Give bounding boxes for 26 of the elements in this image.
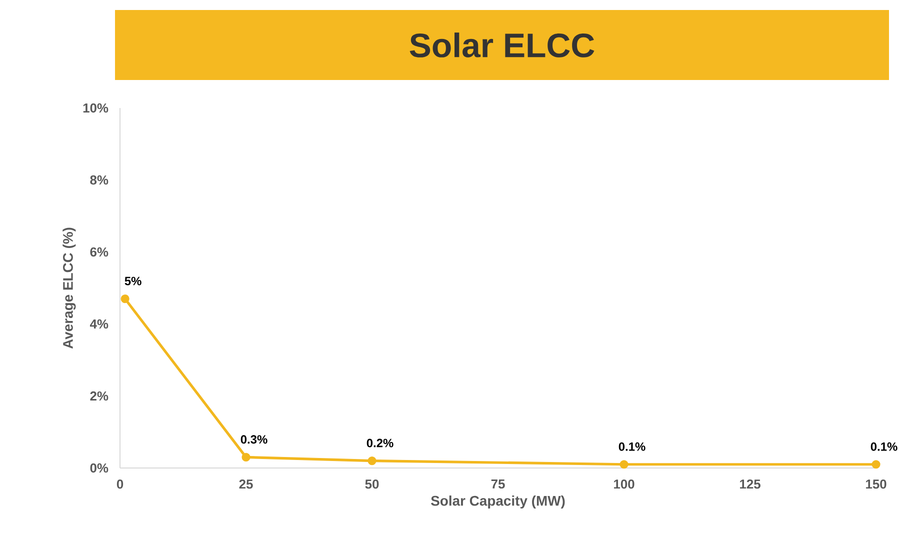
point: [368, 456, 376, 466]
point: [242, 452, 250, 462]
point: [620, 460, 628, 469]
y-tick-label: 8%: [90, 175, 108, 185]
data-label: 0.1%: [618, 442, 646, 451]
y-tick-label: 6%: [90, 247, 108, 257]
chart-title: Solar ELCC: [410, 32, 594, 58]
data-label: 0.3%: [240, 435, 268, 444]
y-axis-title: Average ELCC (%): [62, 228, 76, 349]
x-tick-label: 125: [740, 480, 760, 489]
x-axis-title: Solar Capacity (MW): [430, 496, 565, 509]
point: [872, 460, 880, 469]
y-tick-label: 2%: [90, 391, 108, 401]
point: [120, 294, 130, 304]
x-tick-label: 0: [116, 480, 124, 489]
data-label: 5%: [124, 276, 142, 286]
x-tick-label: 25: [239, 480, 253, 489]
x-tick-label: 150: [866, 480, 886, 489]
data-label: 0.2%: [366, 438, 394, 448]
y-tick-label: 0%: [90, 463, 108, 473]
data-label: 0.1%: [870, 442, 898, 451]
x-tick-label: 100: [614, 480, 634, 489]
x-tick-label: 75: [491, 480, 505, 489]
x-tick-label: 50: [365, 480, 379, 489]
y-tick-label: 10%: [83, 103, 108, 113]
y-tick-label: 4%: [90, 319, 108, 329]
